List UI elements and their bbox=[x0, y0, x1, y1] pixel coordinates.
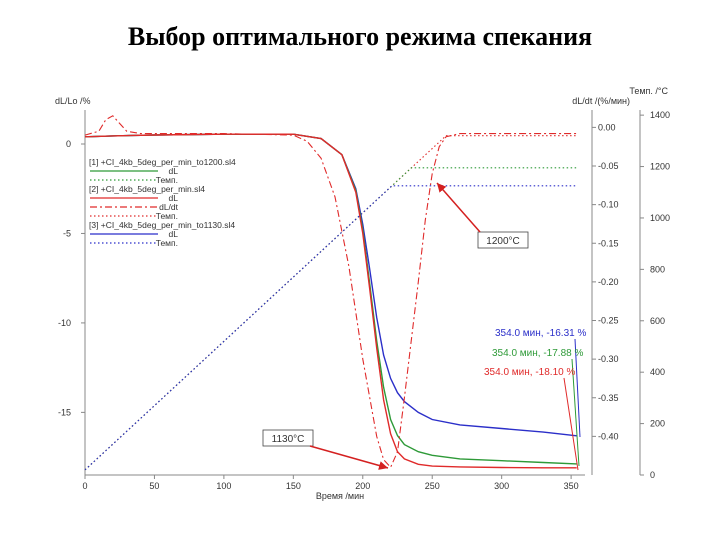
right1-axis-label: dL/dt /(%/мин) bbox=[572, 96, 630, 106]
right2-tick-label: 800 bbox=[650, 264, 665, 274]
x-tick-label: 350 bbox=[564, 481, 579, 491]
end-value-leader bbox=[563, 377, 579, 471]
right2-tick-label: 0 bbox=[650, 470, 655, 480]
right2-tick-label: 400 bbox=[650, 367, 665, 377]
x-axis-label: Время /мин bbox=[316, 491, 364, 501]
slide-title: Выбор оптимального режима спекания bbox=[127, 22, 593, 51]
legend-item-label: dL/dt bbox=[159, 202, 179, 212]
x-tick-label: 300 bbox=[494, 481, 509, 491]
end-value-label: 354.0 мин, -17.88 % bbox=[492, 348, 583, 359]
callout-label-1130: 1130°C bbox=[272, 434, 305, 445]
left-tick-label: -15 bbox=[58, 407, 71, 417]
left-tick-label: -10 bbox=[58, 318, 71, 328]
legend-item-label: Темп. bbox=[156, 175, 178, 185]
series-line bbox=[84, 115, 577, 469]
right2-tick-label: 200 bbox=[650, 419, 665, 429]
x-tick-label: 150 bbox=[286, 481, 301, 491]
left-axis-label: dL/Lo /% bbox=[55, 96, 91, 106]
x-tick-label: 0 bbox=[82, 481, 87, 491]
right2-tick-label: 600 bbox=[650, 316, 665, 326]
end-value-label: 354.0 мин, -16.31 % bbox=[495, 328, 586, 339]
legend-item-label: dL bbox=[169, 166, 179, 176]
right1-tick-label: -0.20 bbox=[598, 277, 619, 287]
legend-file-label: [2] +CI_4kb_5deg_per_min.sl4 bbox=[89, 184, 205, 194]
series-line bbox=[84, 133, 577, 469]
callout-label-1200: 1200°C bbox=[486, 236, 519, 247]
x-tick-label: 50 bbox=[149, 481, 159, 491]
end-value-label: 354.0 мин, -18.10 % bbox=[484, 367, 575, 378]
end-value-leader bbox=[574, 338, 581, 438]
callout-arrow-1130 bbox=[309, 445, 389, 470]
right1-tick-label: -0.40 bbox=[598, 431, 619, 441]
right2-axis-label: Темп. /°C bbox=[629, 86, 668, 96]
right2-tick-label: 1200 bbox=[650, 162, 670, 172]
right1-tick-label: -0.05 bbox=[598, 161, 619, 171]
right1-tick-label: -0.35 bbox=[598, 393, 619, 403]
legend-file-label: [3] +CI_4kb_5deg_per_min_to1130.sl4 bbox=[89, 220, 235, 230]
legend-item-label: Темп. bbox=[156, 238, 178, 248]
series-line bbox=[84, 185, 577, 471]
x-tick-label: 200 bbox=[355, 481, 370, 491]
right2-tick-label: 1000 bbox=[650, 213, 670, 223]
right1-tick-label: -0.10 bbox=[598, 200, 619, 210]
x-tick-label: 250 bbox=[425, 481, 440, 491]
right1-tick-label: -0.15 bbox=[598, 238, 619, 248]
callout-box-1130 bbox=[262, 429, 314, 447]
legend-item-label: dL bbox=[169, 193, 179, 203]
legend-item-label: dL bbox=[169, 229, 179, 239]
right1-tick-label: -0.30 bbox=[598, 354, 619, 364]
callout-box-1200 bbox=[477, 231, 529, 249]
callout-arrow-1200 bbox=[436, 182, 481, 233]
right1-tick-label: 0.00 bbox=[598, 122, 616, 132]
x-tick-label: 100 bbox=[216, 481, 231, 491]
end-value-leader bbox=[571, 358, 580, 467]
right1-tick-label: -0.25 bbox=[598, 316, 619, 326]
left-tick-label: 0 bbox=[66, 139, 71, 149]
left-tick-label: -5 bbox=[63, 228, 71, 238]
legend-file-label: [1] +CI_4kb_5deg_per_min_to1200.sl4 bbox=[89, 157, 236, 167]
legend-item-label: Темп. bbox=[156, 211, 178, 221]
right2-tick-label: 1400 bbox=[650, 110, 670, 120]
